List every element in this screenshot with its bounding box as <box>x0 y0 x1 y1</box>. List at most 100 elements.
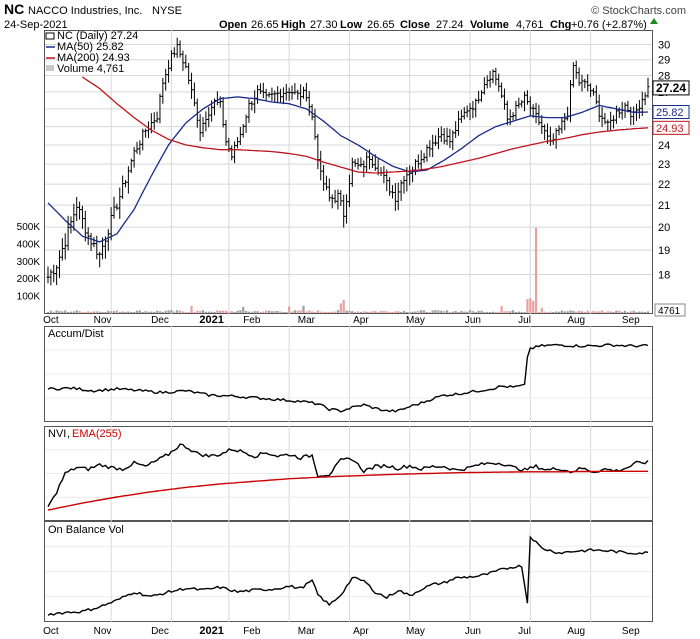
volume-bar <box>293 310 296 313</box>
price-bar <box>118 187 122 219</box>
obv-line <box>47 535 649 616</box>
price-bar <box>146 121 150 139</box>
volume-label: Volume <box>470 19 509 31</box>
volume-tick-label: 200K <box>17 274 41 285</box>
volume-bar <box>351 311 354 313</box>
price-bar <box>413 159 417 176</box>
price-bar <box>591 88 595 96</box>
price-tick-label: 19 <box>658 245 670 257</box>
price-bar <box>132 147 136 168</box>
price-bar <box>574 60 578 80</box>
volume-bar <box>219 310 222 313</box>
volume-bar <box>170 310 173 313</box>
volume-bar <box>121 311 124 313</box>
svg-text:,: , <box>67 428 70 440</box>
volume-bar <box>282 312 285 313</box>
price-bar <box>198 114 202 142</box>
price-bar <box>497 73 501 92</box>
price-bar <box>299 84 303 106</box>
indicator-lines <box>47 76 649 616</box>
last-volume-value: 4761 <box>658 306 681 317</box>
volume-bar <box>239 310 242 313</box>
volume-bar <box>262 311 265 313</box>
volume-bar <box>563 311 566 313</box>
price-bar <box>144 128 148 138</box>
volume-bar <box>362 311 365 313</box>
price-bar <box>161 77 165 104</box>
price-bar <box>178 40 182 58</box>
volume-bar <box>615 310 618 313</box>
price-bar <box>586 74 590 92</box>
x-tick-label: Mar <box>298 315 316 326</box>
volume-bar <box>621 311 624 313</box>
price-bar <box>129 158 133 174</box>
price-bar <box>284 83 288 101</box>
price-axis: 18192021222324252627282930 <box>658 39 670 281</box>
legend-volume: Volume 4,761 <box>57 63 124 75</box>
volume-bar <box>224 310 228 313</box>
x-tick-label: May <box>406 315 425 326</box>
volume-tick-label: 300K <box>17 257 41 268</box>
chg-value: +0.76 (+2.87%) <box>571 19 647 31</box>
volume-bar <box>181 311 185 313</box>
price-bar <box>184 54 188 69</box>
price-bar <box>158 93 162 124</box>
volume-bar <box>382 310 385 313</box>
price-bar <box>462 107 466 120</box>
price-bar <box>523 91 527 112</box>
volume-bar <box>92 311 96 313</box>
volume-bar <box>345 310 348 313</box>
volume-bars <box>46 227 650 313</box>
up-arrow-icon <box>650 18 658 24</box>
price-bar <box>181 50 185 71</box>
volume-bar <box>635 312 638 313</box>
price-bar <box>626 100 630 113</box>
volume-bar <box>606 311 609 313</box>
volume-bar <box>236 310 239 313</box>
price-bar <box>55 265 59 285</box>
nvi-line <box>47 443 649 507</box>
volume-bar <box>319 311 322 313</box>
price-bar <box>319 150 323 181</box>
volume-bar <box>368 311 371 313</box>
ohlc-summary: Open 26.65 High 27.30 Low 26.65 Close 27… <box>219 19 647 31</box>
x-tick-label: Nov <box>94 626 112 637</box>
volume-bar <box>124 311 127 313</box>
price-bar <box>382 165 386 184</box>
price-bar <box>247 99 251 123</box>
volume-bar <box>167 310 170 313</box>
price-bar <box>336 189 340 210</box>
price-tick-label: 21 <box>658 200 670 212</box>
volume-bar <box>486 311 489 313</box>
volume-bar <box>178 310 182 313</box>
price-bar <box>270 87 274 101</box>
x-tick-label: Feb <box>243 626 261 637</box>
price-bar <box>422 152 426 163</box>
volume-bar <box>537 312 541 313</box>
price-bar <box>520 100 524 108</box>
volume-bar <box>316 310 319 313</box>
price-bar <box>457 110 461 136</box>
high-label: High <box>281 19 306 31</box>
x-tick-label: Oct <box>43 315 59 326</box>
price-bar <box>207 106 211 128</box>
price-bar <box>135 141 139 154</box>
volume-bar <box>420 310 423 313</box>
price-bar <box>190 72 194 99</box>
price-bar <box>57 250 61 279</box>
volume-bar <box>244 310 248 313</box>
price-tick-label: 28 <box>658 71 670 83</box>
volume-bar <box>572 310 575 313</box>
volume-bar <box>612 311 615 313</box>
price-bar <box>350 157 354 187</box>
volume-bar <box>213 312 216 313</box>
price-tick-label: 18 <box>658 270 670 282</box>
volume-bar <box>78 311 81 313</box>
accum-dist-title: Accum/Dist <box>48 328 104 340</box>
volume-bar <box>546 312 549 313</box>
price-bar <box>370 155 374 168</box>
volume-bar <box>155 310 159 313</box>
volume-bar <box>457 312 460 313</box>
nvi-title: NVI <box>48 428 66 440</box>
price-bar <box>408 165 412 186</box>
